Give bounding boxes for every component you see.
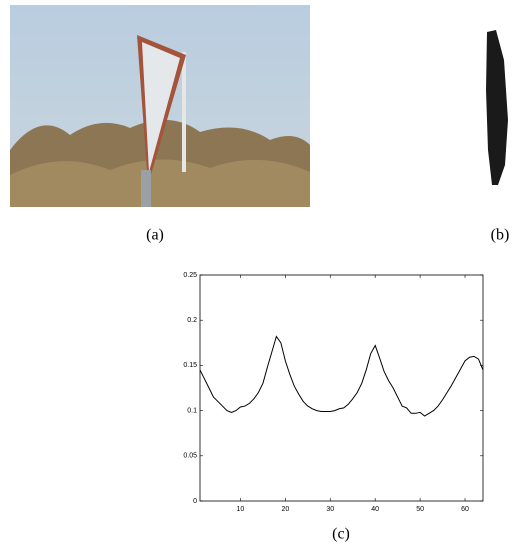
x-tick-label: 40	[371, 506, 379, 513]
caption: (a)	[146, 227, 164, 244]
x-tick-label: 20	[281, 506, 289, 513]
caption: (b)	[491, 227, 510, 244]
plot-frame	[200, 275, 483, 501]
y-tick-label: 0.25	[183, 272, 197, 279]
y-tick-label: 0.2	[187, 317, 197, 324]
figure: (a) (b) (c) 0 0.05 0.1 0.15 0.2 0.25 10 20 30 40 5…	[0, 0, 517, 548]
y-tick-label: 0.1	[187, 407, 197, 414]
photo	[10, 5, 310, 207]
line	[200, 336, 483, 416]
silhouette	[486, 30, 508, 185]
x-tick-label: 10	[237, 506, 245, 513]
x-tick-label: 50	[416, 506, 424, 513]
line-chart: 0 0.05 0.1 0.15 0.2 0.25 10 20 30 40 50 60	[183, 272, 483, 513]
y-tick-label: 0.05	[183, 453, 197, 460]
caption: (c)	[332, 526, 350, 543]
x-tick-label: 30	[326, 506, 334, 513]
x-tick-label: 60	[461, 506, 469, 513]
y-tick-label: 0	[193, 498, 197, 505]
y-tick-label: 0.15	[183, 362, 197, 369]
